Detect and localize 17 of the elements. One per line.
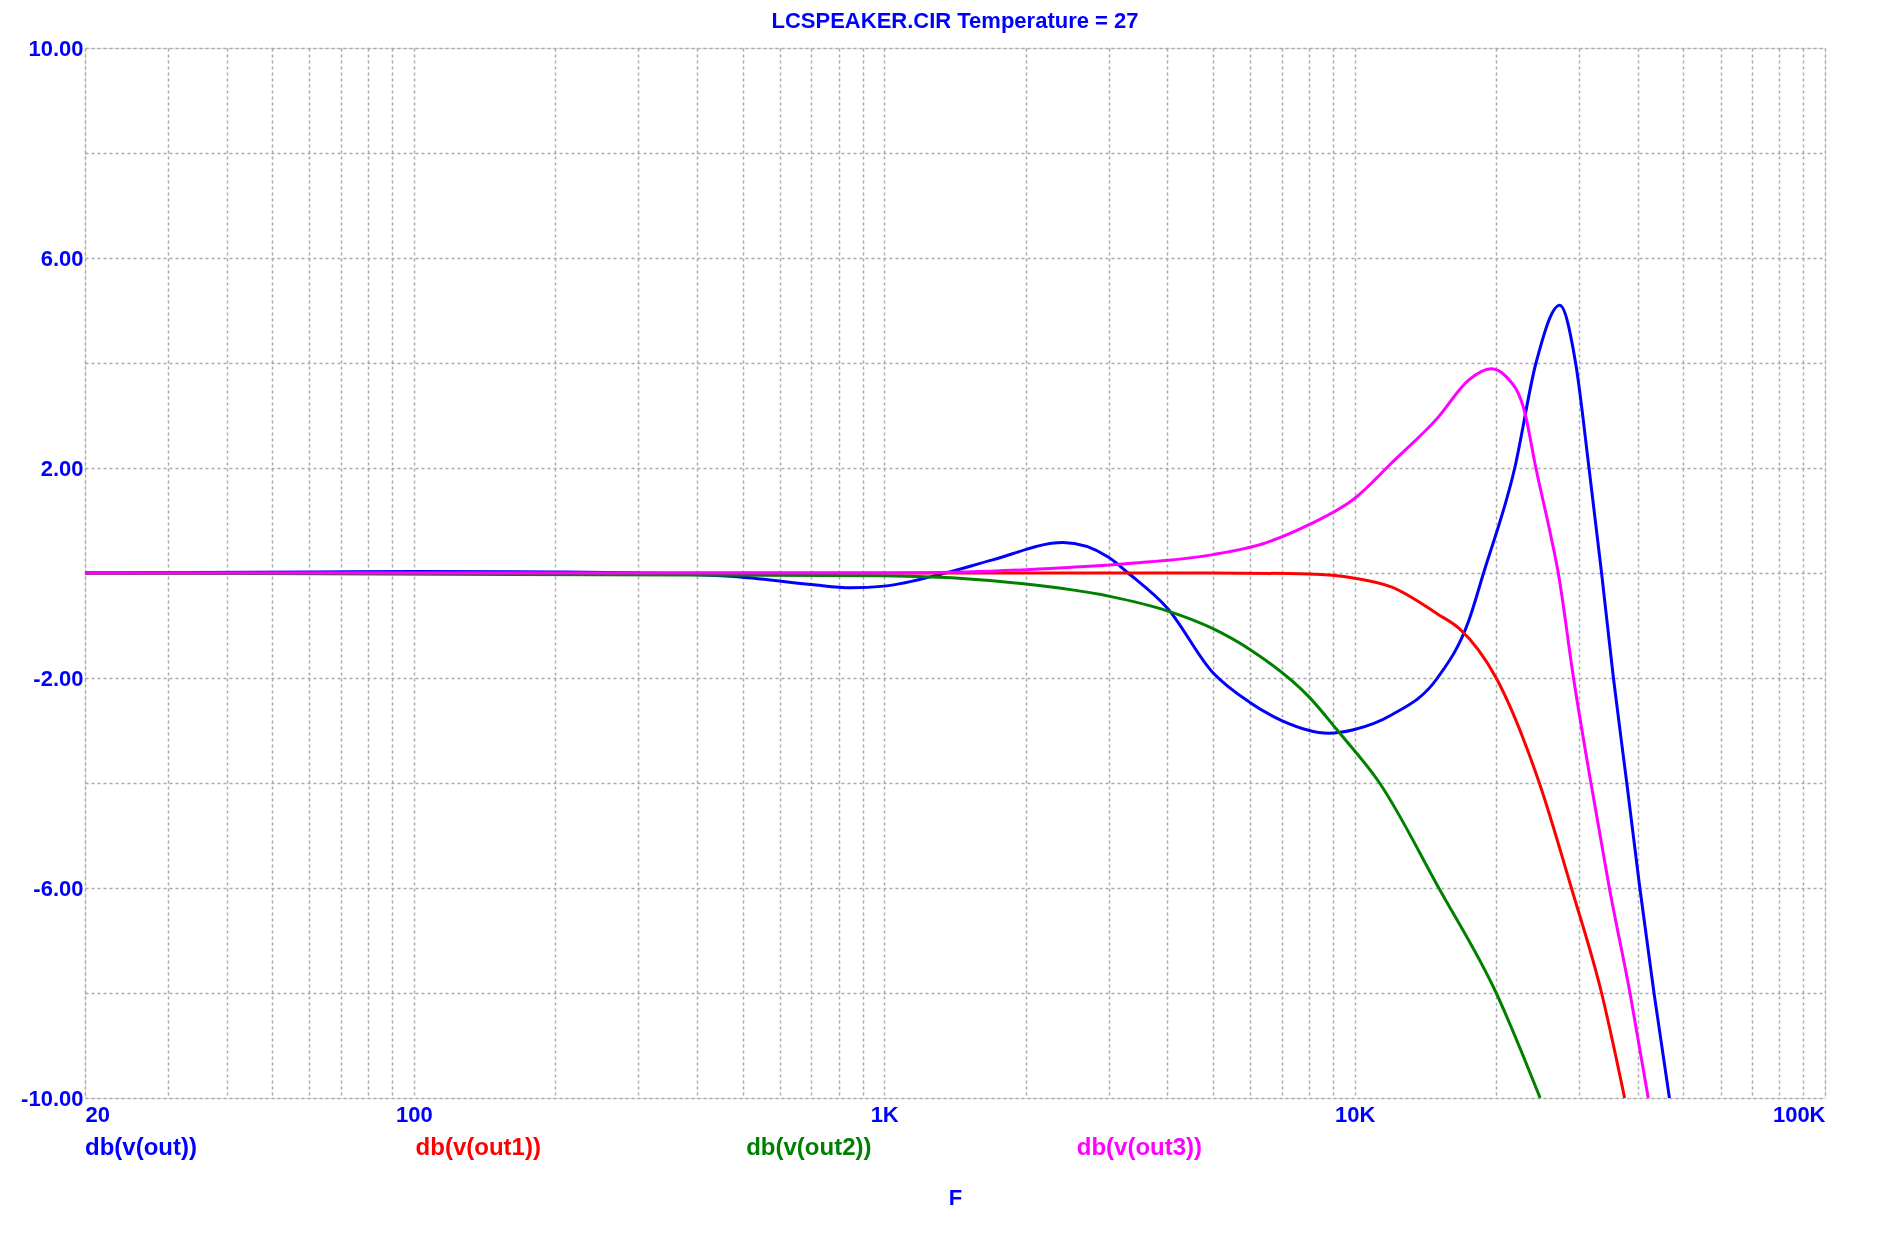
x-tick-label: 20 xyxy=(85,1101,110,1127)
text: db(v(out3)) xyxy=(1076,1133,1203,1160)
x-tick-label: 100 xyxy=(395,1101,433,1127)
chart-title: LCSPEAKER.CIR Temperature = 27 xyxy=(771,8,1139,33)
y-tick-label: 2.00 xyxy=(40,455,84,481)
y-tick-label: -2.00 xyxy=(33,665,84,691)
text: db(v(out1)) xyxy=(415,1133,541,1160)
y-tick-label: -6.00 xyxy=(33,875,84,901)
x-tick-label: 100K xyxy=(1772,1101,1826,1127)
y-tick-label: 10.00 xyxy=(28,35,84,61)
x-tick-label: 10K xyxy=(1334,1101,1376,1127)
x-tick-label: 1K xyxy=(870,1101,899,1127)
text: db(v(out)) xyxy=(85,1133,197,1160)
y-tick-label: -10.00 xyxy=(21,1085,84,1111)
x-axis-title: F xyxy=(948,1184,963,1210)
y-tick-label: 6.00 xyxy=(40,245,84,271)
text: db(v(out2)) xyxy=(746,1133,872,1160)
